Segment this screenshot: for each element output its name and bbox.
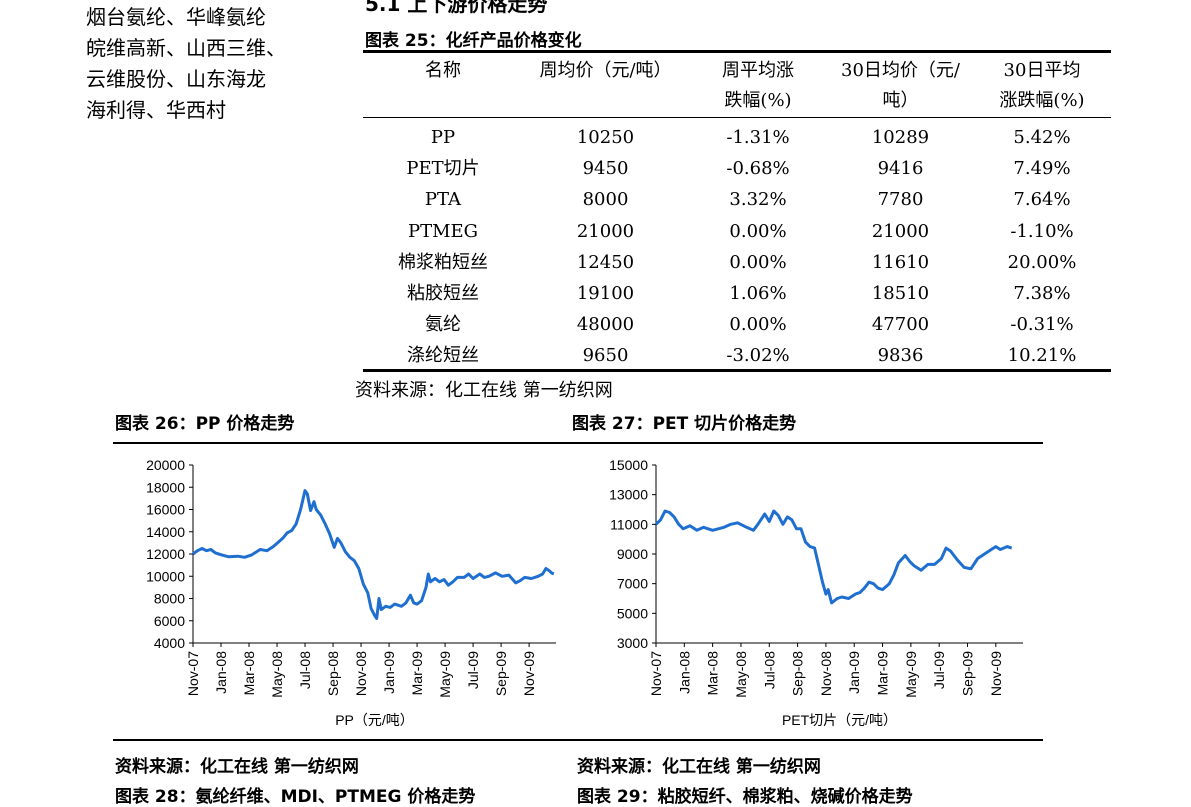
series-line bbox=[192, 489, 555, 620]
x-tick-label: Nov-07 bbox=[648, 651, 664, 696]
y-tick-label: 6000 bbox=[154, 613, 185, 629]
x-tick-label: Mar-09 bbox=[409, 651, 425, 696]
table-row: 氨纶 48000 0.00% 47700 -0.31% bbox=[425, 314, 1074, 336]
y-tick-label: 16000 bbox=[146, 502, 185, 518]
table-row: 棉浆粕短丝 12450 0.00% 11610 20.00% bbox=[398, 251, 1077, 273]
x-tick-label: Sep-08 bbox=[790, 651, 806, 696]
y-tick-label: 5000 bbox=[617, 605, 648, 621]
figure-28-title: 图表 28：氨纶纤维、MDI、PTMEG 价格走势 bbox=[115, 787, 476, 807]
y-tick-label: 11000 bbox=[610, 516, 648, 532]
x-tick-label: Sep-09 bbox=[493, 651, 509, 696]
y-tick-label: 12000 bbox=[146, 546, 185, 562]
x-tick-label: Jan-08 bbox=[676, 651, 692, 694]
y-tick-label: 3000 bbox=[617, 635, 648, 651]
x-tick-label: Jul-08 bbox=[761, 651, 777, 689]
table-row: PP 10250 -1.31% 10289 5.42% bbox=[430, 127, 1071, 149]
x-axis-label: PET切片（元/吨） bbox=[782, 712, 897, 728]
header-weekly-change: 周平均涨 跌幅(%) bbox=[722, 60, 794, 111]
x-tick-label: Jan-09 bbox=[381, 651, 397, 694]
x-tick-label: Nov-08 bbox=[818, 651, 834, 696]
y-tick-label: 15000 bbox=[609, 457, 648, 473]
x-axis-label: PP（元/吨） bbox=[335, 712, 414, 728]
y-tick-label: 20000 bbox=[146, 457, 185, 473]
figure-26-title: 图表 26：PP 价格走势 bbox=[115, 414, 295, 434]
x-tick-label: May-08 bbox=[269, 651, 285, 698]
x-tick-label: Nov-09 bbox=[988, 651, 1004, 696]
table-row: PET切片 9450 -0.68% 9416 7.49% bbox=[406, 158, 1071, 180]
x-tick-label: May-09 bbox=[903, 651, 919, 698]
y-tick-label: 8000 bbox=[154, 591, 185, 607]
x-tick-label: Jan-08 bbox=[213, 651, 229, 694]
figure-27-source: 资料来源：化工在线 第一纺织网 bbox=[577, 757, 821, 777]
figure-26-bottom-rule bbox=[113, 739, 575, 741]
x-tick-label: Nov-07 bbox=[185, 651, 201, 696]
y-tick-label: 10000 bbox=[146, 568, 185, 584]
header-30day-change: 30日平均 涨跌幅(%) bbox=[999, 60, 1085, 111]
figure-26-top-rule bbox=[113, 442, 575, 444]
table-row: PTMEG 21000 0.00% 21000 -1.10% bbox=[407, 220, 1074, 242]
figure-29-title: 图表 29：粘胶短纤、棉浆粕、烧碱价格走势 bbox=[577, 787, 913, 807]
table-header-rule bbox=[363, 117, 1111, 118]
x-tick-label: May-09 bbox=[437, 651, 453, 698]
x-tick-label: Mar-08 bbox=[241, 651, 257, 696]
y-tick-label: 18000 bbox=[146, 479, 185, 495]
pp-price-chart: 4000 6000 8000 10000 12000 14000 16000 18000 200… bbox=[146, 457, 556, 728]
y-tick-label: 7000 bbox=[617, 576, 648, 592]
sidebar-line: 烟台氨纶、华峰氨纶 bbox=[86, 5, 266, 29]
sidebar-line: 皖维高新、山西三维、 bbox=[86, 36, 286, 60]
x-tick-label: Nov-09 bbox=[521, 651, 537, 696]
y-tick-label: 9000 bbox=[617, 546, 648, 562]
header-name: 名称 bbox=[425, 60, 461, 81]
figure-26-source: 资料来源：化工在线 第一纺织网 bbox=[115, 757, 359, 777]
x-tick-label: May-08 bbox=[733, 651, 749, 698]
header-30day-avg: 30日均价（元/吨） bbox=[841, 60, 960, 111]
table-source: 资料来源：化工在线 第一纺织网 bbox=[355, 380, 613, 401]
table-bottom-rule bbox=[363, 369, 1111, 372]
series-line bbox=[654, 509, 1013, 605]
figure-27-top-rule bbox=[572, 442, 1043, 444]
header-weekly-avg: 周均价（元/吨） bbox=[539, 60, 672, 81]
x-tick-label: Mar-08 bbox=[705, 651, 721, 696]
figure-27-bottom-rule bbox=[572, 739, 1043, 741]
x-tick-label: Mar-09 bbox=[875, 651, 891, 696]
section-heading: 5.1 上下游价格走势 bbox=[365, 0, 548, 16]
table-top-rule bbox=[363, 50, 1111, 53]
table-row: 粘胶短丝 19100 1.06% 18510 7.38% bbox=[407, 283, 1071, 305]
price-change-table: 名称 周均价（元/吨） 周平均涨 跌幅(%) 30日均价（元/吨） 30日平均 涨跌… bbox=[363, 56, 1111, 372]
figure-27-title: 图表 27：PET 切片价格走势 bbox=[572, 414, 797, 434]
x-tick-label: Sep-09 bbox=[959, 651, 975, 696]
x-tick-label: Jan-09 bbox=[846, 651, 862, 694]
sidebar-line: 云维股份、山东海龙 bbox=[86, 67, 266, 91]
x-tick-label: Jul-09 bbox=[465, 651, 481, 689]
x-tick-label: Sep-08 bbox=[325, 651, 341, 696]
x-tick-label: Jul-08 bbox=[297, 651, 313, 689]
x-tick-label: Jul-09 bbox=[931, 651, 947, 689]
y-tick-label: 13000 bbox=[609, 487, 648, 503]
x-tick-label: Nov-08 bbox=[353, 651, 369, 696]
table-row: 涤纶短丝 9650 -3.02% 9836 10.21% bbox=[407, 345, 1077, 367]
table-title: 图表 25：化纤产品价格变化 bbox=[365, 31, 582, 51]
pet-chip-price-chart: 3000 5000 7000 9000 11000 13000 15000 Nov-07 Jan… bbox=[609, 457, 1023, 728]
table-header-row: 名称 周均价（元/吨） 周平均涨 跌幅(%) 30日均价（元/吨） 30日平均 涨跌… bbox=[363, 56, 1111, 118]
sidebar-line: 海利得、华西村 bbox=[86, 98, 226, 122]
y-tick-label: 4000 bbox=[154, 635, 185, 651]
table-row: PTA 8000 3.32% 7780 7.64% bbox=[424, 189, 1071, 211]
sidebar-company-list: 烟台氨纶、华峰氨纶 皖维高新、山西三维、 云维股份、山东海龙 海利得、华西村 bbox=[86, 2, 346, 126]
y-tick-label: 14000 bbox=[146, 524, 185, 540]
